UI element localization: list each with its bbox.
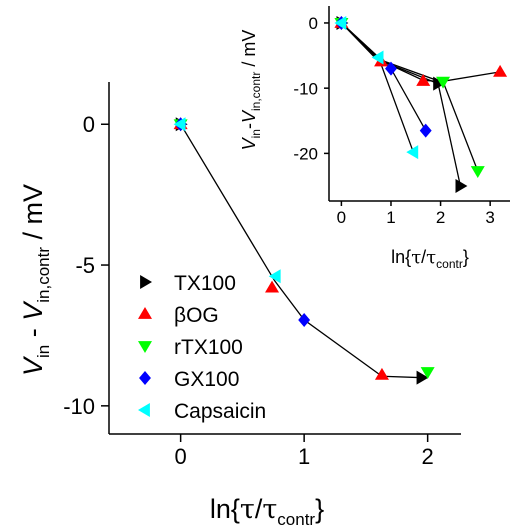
main-x-tick-label: 0 bbox=[175, 444, 187, 469]
main-point bbox=[374, 367, 389, 380]
legend-label: βOG bbox=[174, 304, 219, 327]
legend-label: rTX100 bbox=[174, 336, 243, 359]
main-y-tick-label: -5 bbox=[75, 253, 95, 278]
main-y-tick-label: -10 bbox=[63, 394, 95, 419]
inset-y-tick-label: -20 bbox=[293, 145, 318, 164]
inset-point bbox=[493, 64, 508, 77]
inset-chart: 0 1 2 3 0 -10 -20 Vin-Vin,contr / mV ln{τ/τco… bbox=[239, 6, 510, 271]
main-point bbox=[416, 370, 429, 385]
main-point bbox=[420, 367, 435, 380]
inset-point bbox=[334, 15, 347, 30]
main-y-axis-label: Vin - Vin,contr / mV bbox=[18, 184, 53, 376]
inset-point bbox=[455, 179, 468, 193]
inset-plot-area bbox=[334, 15, 508, 193]
main-point bbox=[265, 280, 280, 293]
main-chart: 0 1 2 0 -5 -10 Vin - Vin,contr / mV ln{τ/τco… bbox=[18, 82, 461, 529]
legend-marker bbox=[140, 275, 152, 289]
inset-frame bbox=[329, 6, 510, 201]
main-x-tick-label: 1 bbox=[298, 444, 310, 469]
main-plot-area bbox=[173, 117, 435, 385]
legend-label: GX100 bbox=[174, 368, 239, 391]
main-point bbox=[173, 117, 186, 132]
main-x-axis: 0 1 2 bbox=[109, 433, 461, 469]
inset-x-axis-label: ln{τ/τcontr} bbox=[391, 247, 469, 271]
inset-x-tick-label: 2 bbox=[436, 208, 445, 227]
legend-marker bbox=[138, 403, 150, 417]
inset-y-axis-label: Vin-Vin,contr / mV bbox=[239, 30, 263, 151]
main-x-tick-label: 2 bbox=[422, 444, 434, 469]
legend: TX100 βOG rTX100 GX100 Capsaicin bbox=[138, 272, 266, 423]
inset-point bbox=[385, 61, 397, 76]
inset-point bbox=[470, 166, 485, 178]
main-y-axis: 0 -5 -10 bbox=[63, 82, 110, 434]
inset-y-axis: 0 -10 -20 bbox=[293, 6, 330, 201]
legend-label: TX100 bbox=[174, 272, 236, 295]
inset-point bbox=[416, 74, 431, 86]
inset-y-tick-label: 0 bbox=[309, 14, 318, 33]
inset-y-tick-label: -10 bbox=[293, 79, 318, 98]
legend-marker bbox=[138, 341, 152, 353]
main-y-tick-label: 0 bbox=[83, 112, 95, 137]
main-x-axis-label: ln{τ/τcontr} bbox=[210, 494, 324, 529]
inset-point bbox=[433, 76, 446, 91]
inset-point bbox=[436, 76, 451, 89]
legend-label: Capsaicin bbox=[174, 400, 266, 423]
main-point bbox=[298, 312, 311, 327]
legend-marker bbox=[138, 307, 152, 319]
inset-x-tick-label: 1 bbox=[386, 208, 395, 227]
inset-x-axis: 0 1 2 3 bbox=[329, 200, 510, 227]
inset-point bbox=[419, 123, 432, 138]
legend-marker bbox=[139, 371, 151, 385]
inset-point bbox=[406, 145, 419, 160]
inset-point bbox=[371, 50, 384, 65]
inset-x-tick-label: 3 bbox=[485, 208, 494, 227]
inset-x-tick-label: 0 bbox=[337, 208, 346, 227]
main-point bbox=[268, 269, 281, 284]
